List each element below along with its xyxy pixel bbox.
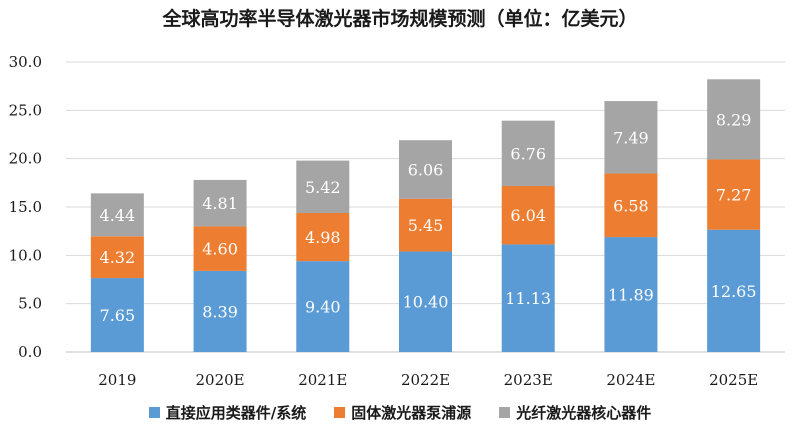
data-label: 10.40 <box>403 293 449 312</box>
chart-title: 全球高功率半导体激光器市场规模预测（单位：亿美元） <box>162 8 638 30</box>
x-tick-label: 2023E <box>504 371 553 389</box>
y-tick-label: 15.0 <box>9 198 42 216</box>
legend: 直接应用类器件/系统 固体激光器泵浦源 光纤激光器核心器件 <box>0 402 800 423</box>
data-label: 6.04 <box>510 206 546 225</box>
bar-segment <box>501 244 555 352</box>
data-labels: 7.65 4.32 4.44 8.39 4.60 4.81 9.40 4.98 5.42 10.4… <box>100 110 757 325</box>
y-tick-label: 20.0 <box>9 150 42 168</box>
bar-segment <box>707 229 761 352</box>
bar-segment <box>193 270 247 352</box>
y-tick-label: 0.0 <box>18 343 42 361</box>
legend-label-pump: 固体激光器泵浦源 <box>351 404 472 422</box>
x-tick-label: 2025E <box>709 371 758 389</box>
x-tick-label: 2020E <box>196 371 245 389</box>
data-label: 7.49 <box>613 128 649 147</box>
bar-segment <box>604 237 658 352</box>
legend-item-fiber: 光纤激光器核心器件 <box>499 402 651 423</box>
data-label: 8.39 <box>202 302 238 321</box>
x-tick-label: 2024E <box>606 371 655 389</box>
bar-segment <box>296 261 350 352</box>
x-tick-label: 2022E <box>401 371 450 389</box>
data-label: 6.06 <box>408 160 444 179</box>
data-label: 4.32 <box>100 248 136 267</box>
y-tick-label: 30.0 <box>9 53 42 71</box>
data-label: 5.42 <box>305 178 341 197</box>
data-label: 11.89 <box>608 286 654 305</box>
bar-segment <box>707 79 761 160</box>
data-label: 5.45 <box>408 216 444 235</box>
data-label: 4.44 <box>100 206 136 225</box>
bar-segment <box>604 101 658 174</box>
bar-segment <box>90 278 144 352</box>
data-label: 7.65 <box>100 306 136 325</box>
bar-segment <box>501 120 555 187</box>
legend-item-direct: 直接应用类器件/系统 <box>148 402 307 423</box>
bar-segment <box>399 251 452 352</box>
bar-segment <box>90 236 144 279</box>
x-axis-ticks: 2019 2020E 2021E 2022E 2023E 2024E 2025E <box>98 371 758 389</box>
bar-segment <box>501 186 555 245</box>
legend-label-direct: 直接应用类器件/系统 <box>165 404 307 422</box>
data-label: 6.76 <box>510 144 546 163</box>
data-label: 4.81 <box>202 194 238 213</box>
y-axis-ticks: 0.0 5.0 10.0 15.0 20.0 25.0 30.0 <box>9 53 42 361</box>
bar-segment <box>193 179 247 227</box>
data-label: 7.27 <box>716 186 752 205</box>
bar-segment <box>707 159 761 230</box>
x-tick-label: 2021E <box>298 371 347 389</box>
data-label: 11.13 <box>505 289 551 308</box>
stacked-bar-chart: 0.0 5.0 10.0 15.0 20.0 25.0 30.0 7.65 4.32 4.44 8… <box>9 53 785 389</box>
legend-swatch-fiber <box>499 407 511 418</box>
data-label: 8.29 <box>716 110 752 129</box>
y-tick-label: 25.0 <box>9 101 42 119</box>
y-tick-label: 10.0 <box>9 246 42 264</box>
bar-segment <box>90 193 144 237</box>
data-label: 4.60 <box>202 240 238 259</box>
data-label: 12.65 <box>711 282 757 301</box>
legend-item-pump: 固体激光器泵浦源 <box>334 402 471 423</box>
bars <box>90 79 761 352</box>
y-tick-label: 5.0 <box>18 295 42 313</box>
data-label: 6.58 <box>613 196 649 215</box>
bar-segment <box>399 198 452 252</box>
bar-segment <box>296 160 350 213</box>
legend-swatch-direct <box>148 407 160 418</box>
x-tick-label: 2019 <box>98 371 136 389</box>
legend-label-fiber: 光纤激光器核心器件 <box>516 404 652 422</box>
legend-swatch-pump <box>334 407 346 418</box>
data-label: 4.98 <box>305 228 341 247</box>
data-label: 9.40 <box>305 298 341 317</box>
bar-segment <box>296 212 350 262</box>
bar-segment <box>399 140 452 199</box>
bar-segment <box>604 173 658 238</box>
bar-segment <box>193 226 247 271</box>
